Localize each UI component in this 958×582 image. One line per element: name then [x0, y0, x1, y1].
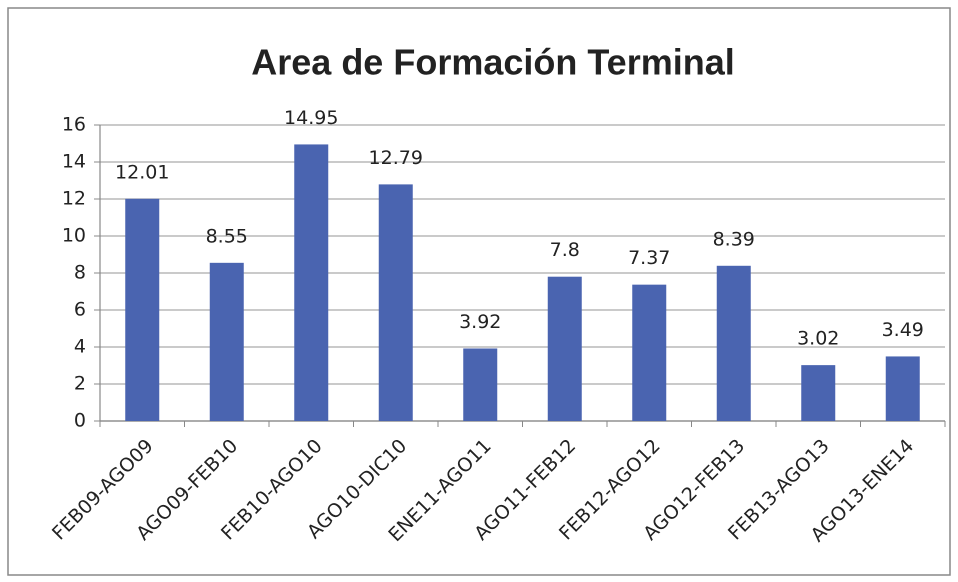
- data-label: 7.37: [628, 247, 670, 269]
- bar: [463, 348, 498, 421]
- data-label: 14.95: [284, 107, 338, 129]
- y-tick-label: 0: [74, 410, 86, 432]
- y-tick-label: 8: [74, 262, 86, 284]
- y-tick-label: 12: [62, 188, 86, 210]
- bar: [378, 184, 413, 421]
- data-label: 3.02: [797, 328, 839, 350]
- bar: [885, 356, 920, 421]
- y-tick-label: 10: [62, 225, 86, 247]
- bar: [716, 265, 751, 421]
- chart-title: Area de Formación Terminal: [251, 42, 734, 83]
- data-label: 8.55: [206, 225, 248, 247]
- y-tick-label: 6: [74, 299, 86, 321]
- data-label: 12.01: [115, 161, 169, 183]
- y-tick-label: 2: [74, 373, 86, 395]
- y-tick-label: 16: [62, 114, 86, 136]
- bar: [125, 198, 160, 421]
- bar: [801, 365, 836, 421]
- bar: [632, 284, 667, 421]
- data-label: 12.79: [369, 147, 423, 169]
- bar: [547, 276, 582, 421]
- data-label: 3.92: [459, 311, 501, 333]
- data-label: 3.49: [882, 319, 924, 341]
- data-label: 8.39: [713, 228, 755, 250]
- bar: [294, 144, 329, 422]
- chart-border: [7, 7, 951, 576]
- data-label: 7.8: [550, 239, 580, 261]
- y-tick-label: 4: [74, 336, 86, 358]
- bar: [209, 262, 244, 421]
- y-tick-label: 14: [62, 151, 86, 173]
